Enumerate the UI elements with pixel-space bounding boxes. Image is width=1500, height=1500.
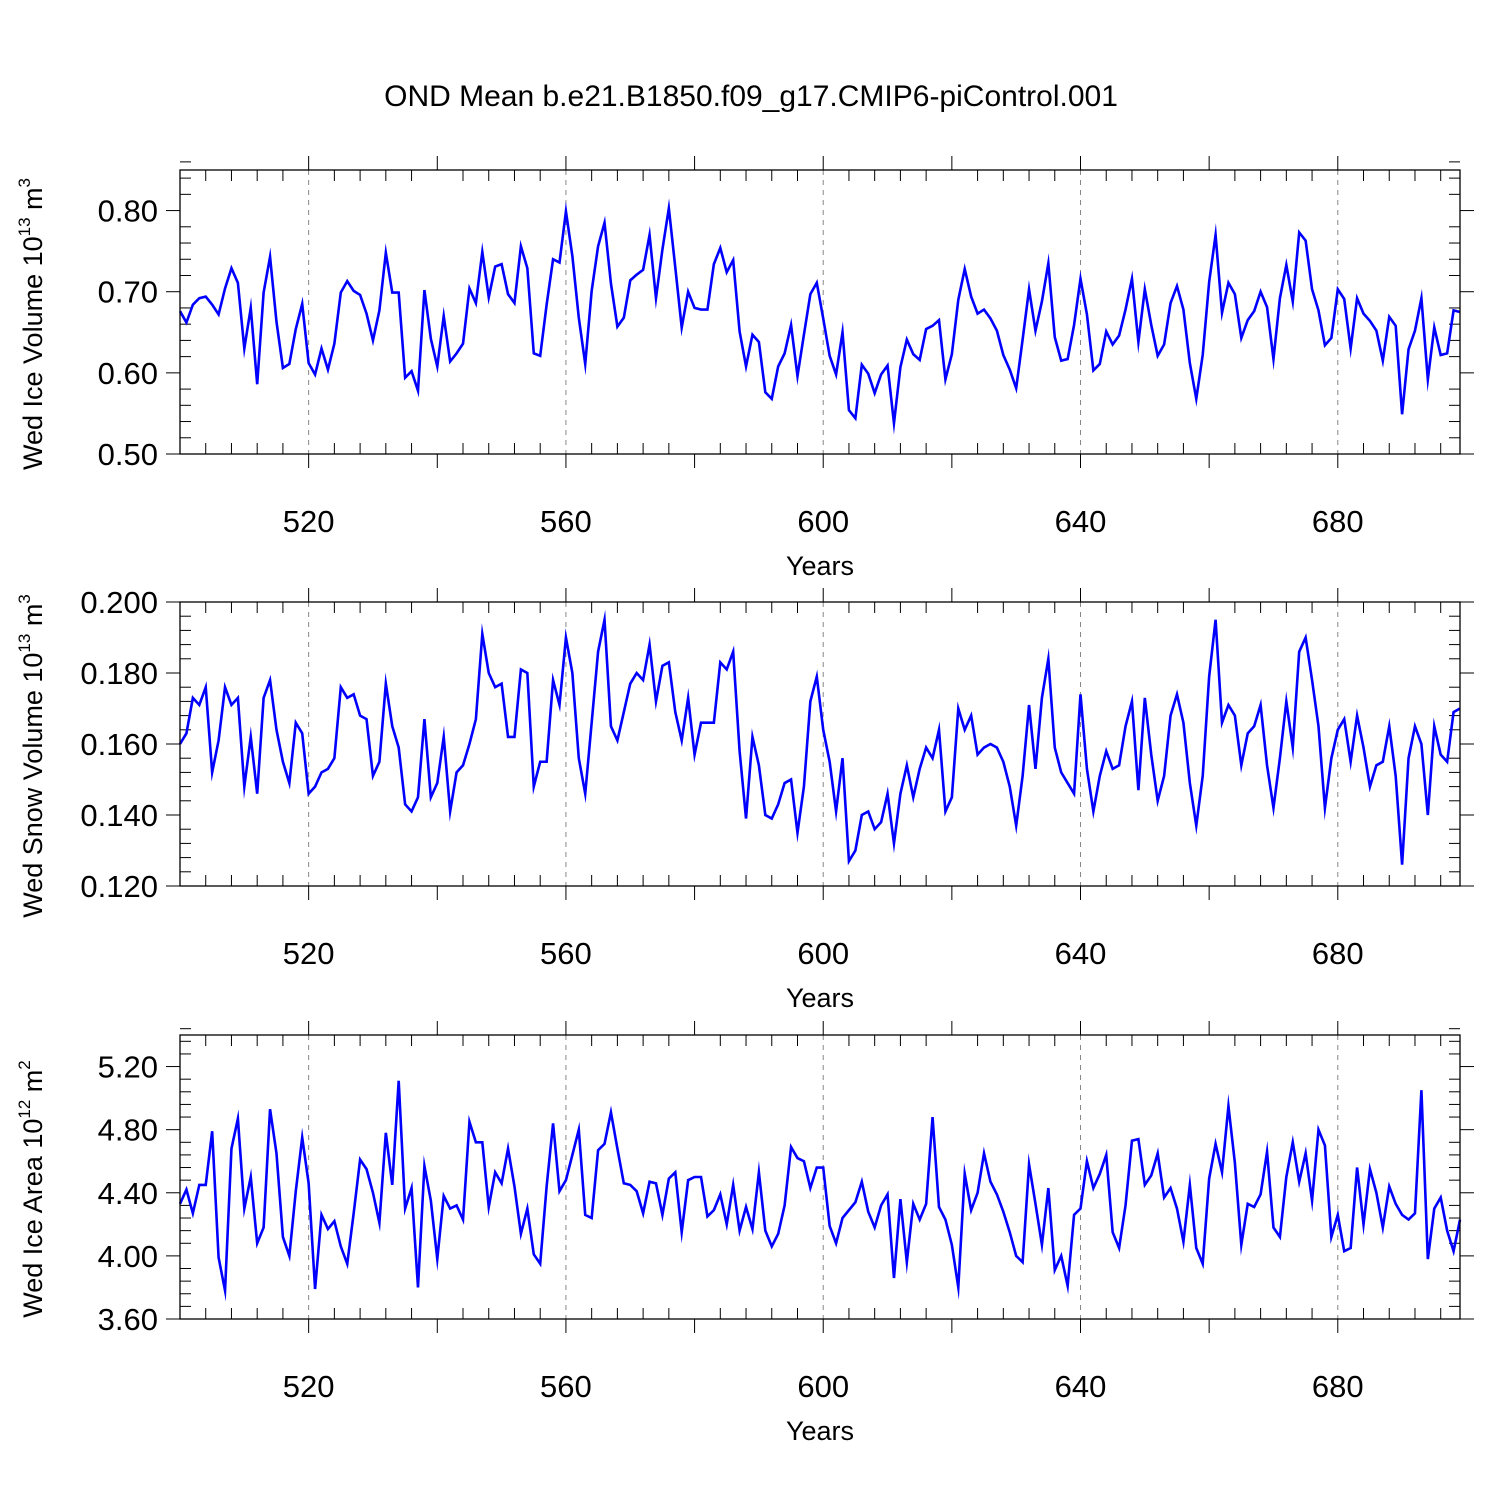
x-tick-label: 680 (1312, 936, 1364, 971)
x-tick-label: 640 (1055, 1369, 1107, 1404)
y-tick-label: 0.160 (80, 727, 158, 762)
x-tick-label: 640 (1055, 936, 1107, 971)
y-axis-label: Wed Snow Volume 1013 m3 (15, 594, 48, 918)
y-tick-label: 0.120 (80, 869, 158, 904)
y-tick-label: 4.80 (98, 1113, 158, 1148)
y-tick-label: 4.40 (98, 1176, 158, 1211)
x-tick-label: 560 (540, 936, 592, 971)
x-tick-label: 520 (283, 504, 335, 539)
x-tick-label: 680 (1312, 504, 1364, 539)
chart-panel-3: 3.60 4.00 4.40 4.80 5.20 520 560 600 640 680 Years… (15, 1021, 1474, 1446)
x-tick-label: 560 (540, 504, 592, 539)
y-tick-label: 0.200 (80, 585, 158, 620)
y-axis-label: Wed Ice Volume 1013 m3 (15, 178, 48, 470)
y-tick-label: 0.60 (98, 356, 158, 391)
x-tick-label: 520 (283, 936, 335, 971)
plot-frame (179, 169, 1461, 455)
y-tick-label: 0.140 (80, 798, 158, 833)
y-axis-label: Wed Ice Area 1012 m2 (15, 1060, 48, 1318)
y-tick-label: 0.50 (98, 437, 158, 472)
series-line (178, 1080, 1462, 1302)
y-tick-label: 5.20 (98, 1050, 158, 1085)
x-tick-label: 600 (797, 936, 849, 971)
x-tick-label: 520 (283, 1369, 335, 1404)
x-tick-label: 600 (797, 1369, 849, 1404)
series-line (178, 609, 1461, 866)
y-tick-label: 0.80 (98, 194, 158, 229)
y-tick-label: 4.00 (98, 1239, 158, 1274)
plot-frame (179, 601, 1461, 887)
plot-frame (179, 1034, 1461, 1320)
x-axis-label: Years (786, 983, 854, 1013)
x-axis-label: Years (786, 551, 854, 581)
chart-panel-1: 0.50 0.60 0.70 0.80 520 560 600 640 680 Years Wed … (15, 156, 1474, 581)
x-tick-label: 560 (540, 1369, 592, 1404)
series-line (178, 198, 1461, 435)
figure-title: OND Mean b.e21.B1850.f09_g17.CMIP6-piCon… (384, 80, 1118, 113)
chart-panel-2: 0.120 0.140 0.160 0.180 0.200 520 560 600 640 680… (15, 585, 1474, 1013)
y-tick-label: 0.70 (98, 275, 158, 310)
x-tick-label: 600 (797, 504, 849, 539)
x-axis-label: Years (786, 1416, 854, 1446)
x-tick-label: 640 (1055, 504, 1107, 539)
y-tick-label: 0.180 (80, 656, 158, 691)
x-tick-label: 680 (1312, 1369, 1364, 1404)
y-tick-label: 3.60 (98, 1302, 158, 1337)
